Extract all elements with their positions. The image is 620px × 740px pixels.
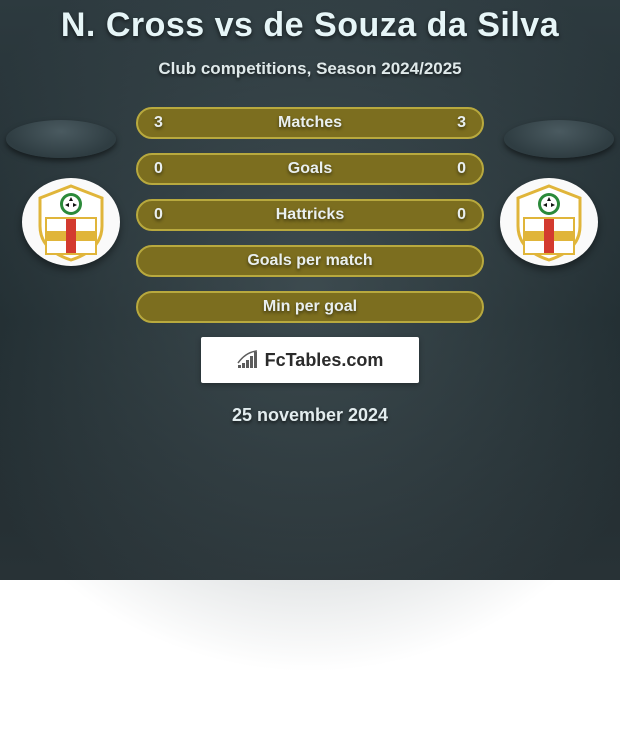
page-title: N. Cross vs de Souza da Silva	[0, 6, 620, 45]
stat-label: Min per goal	[138, 298, 482, 316]
brand-text: FcTables.com	[265, 350, 384, 371]
player-left-avatar-placeholder	[6, 120, 116, 158]
stat-row-goals: 0 Goals 0	[136, 153, 484, 185]
stat-row-goals-per-match: Goals per match	[136, 245, 484, 277]
stat-row-matches: 3 Matches 3	[136, 107, 484, 139]
club-badge-left	[22, 178, 120, 266]
chart-icon	[237, 350, 259, 370]
stat-row-hattricks: 0 Hattricks 0	[136, 199, 484, 231]
club-badge-right	[500, 178, 598, 266]
stat-label: Matches	[138, 114, 482, 132]
brand-box[interactable]: FcTables.com	[201, 337, 419, 383]
player-right-avatar-placeholder	[504, 120, 614, 158]
stat-row-min-per-goal: Min per goal	[136, 291, 484, 323]
timestamp: 25 november 2024	[0, 405, 620, 426]
stat-label: Hattricks	[138, 206, 482, 224]
subtitle: Club competitions, Season 2024/2025	[0, 59, 620, 79]
stat-label: Goals	[138, 160, 482, 178]
stat-label: Goals per match	[138, 252, 482, 270]
